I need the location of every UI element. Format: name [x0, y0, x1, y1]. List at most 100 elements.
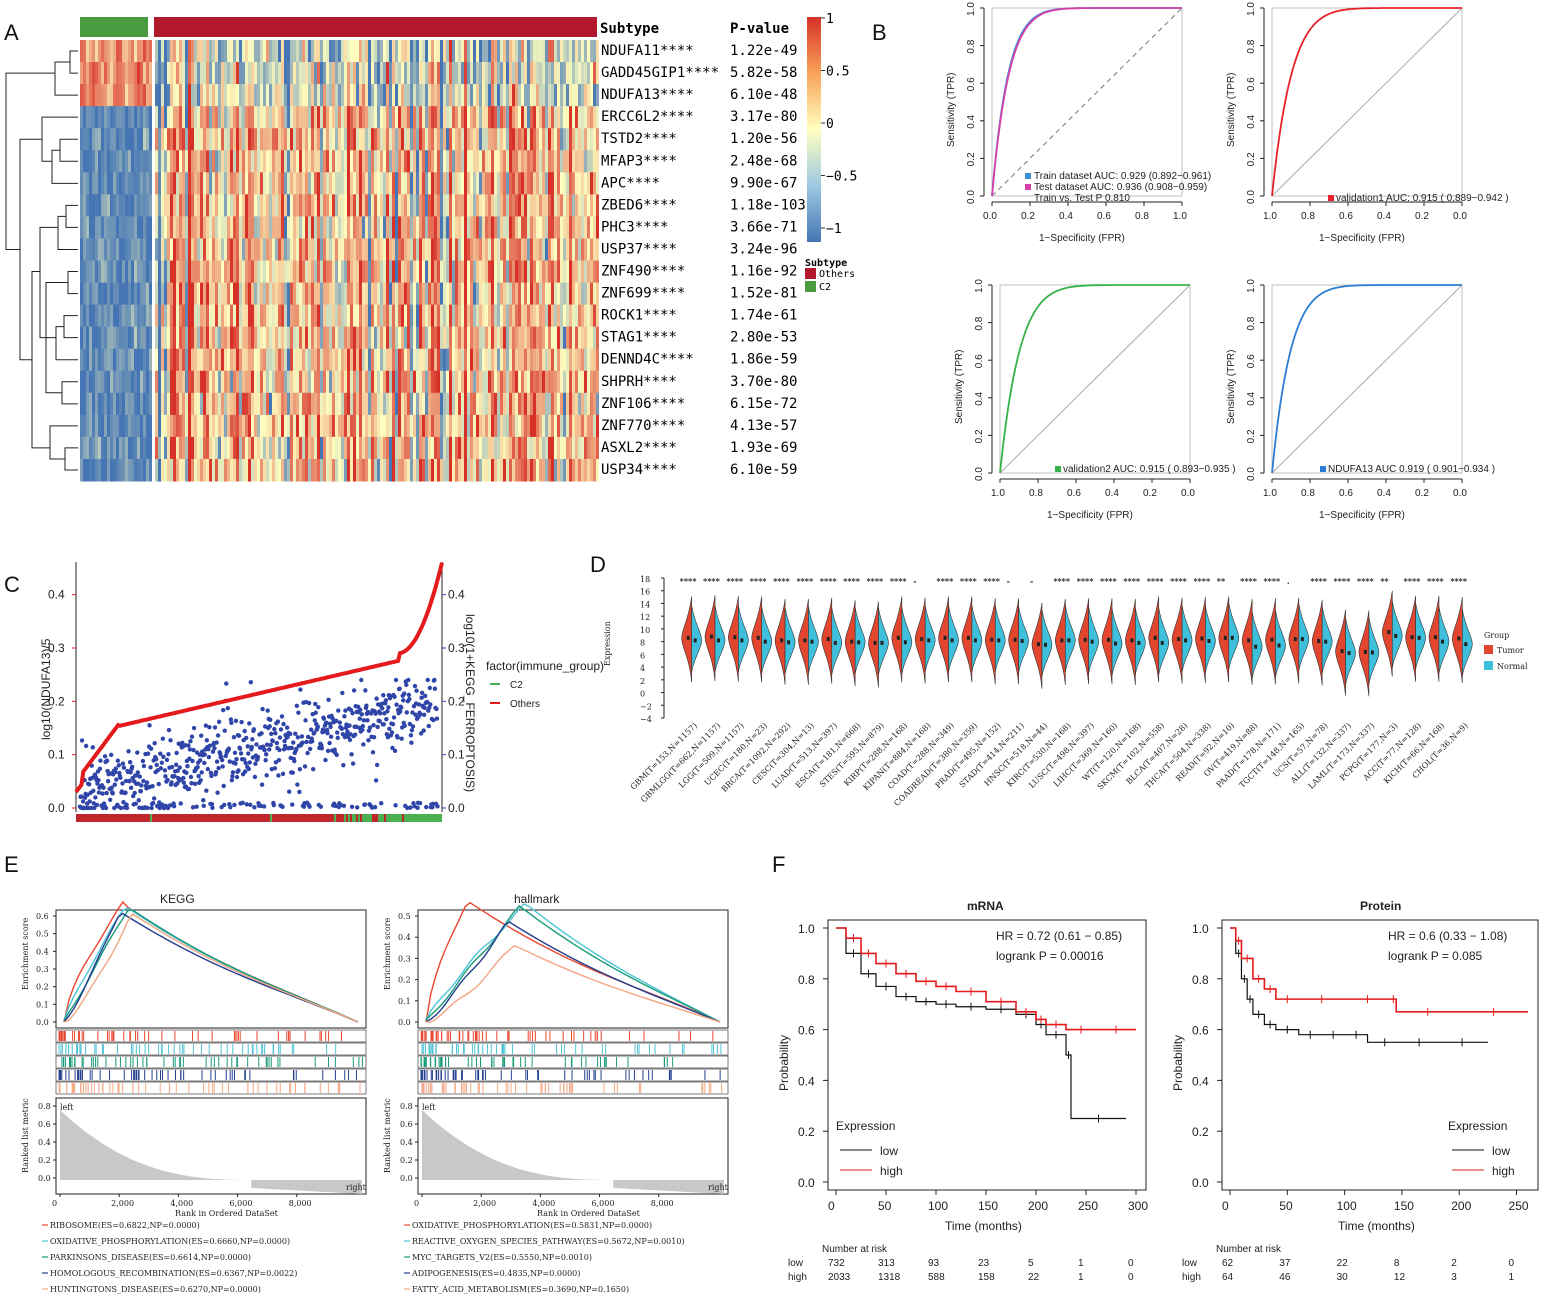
heatmap-cell [308, 392, 311, 416]
heatmap-cell [581, 282, 584, 306]
heatmap-cell [89, 62, 92, 85]
gene-pvalue: 6.10e-48 [730, 87, 797, 103]
heatmap-cell [227, 84, 230, 107]
heatmap-cell [593, 172, 596, 195]
d-box-tumor [920, 637, 924, 642]
heatmap-cell [575, 238, 578, 261]
c-point [164, 757, 170, 763]
heatmap-cell [347, 216, 350, 239]
heatmap-cell [191, 370, 194, 394]
heatmap-cell [278, 216, 281, 239]
heatmap-cell [356, 458, 359, 482]
heatmap-cell [296, 392, 299, 416]
heatmap-cell [356, 62, 359, 85]
heatmap-cell [419, 84, 422, 107]
heatmap-cell [548, 40, 551, 63]
heatmap-cell [422, 436, 425, 460]
heatmap-cell [452, 414, 455, 438]
heatmap-cell [182, 128, 185, 151]
heatmap-cell [434, 260, 437, 284]
heatmap-cell [113, 414, 116, 438]
heatmap-cell [179, 172, 182, 195]
heatmap-cell [533, 304, 536, 328]
heatmap-cell [527, 216, 530, 239]
heatmap-cell [122, 436, 125, 460]
c-point [144, 780, 150, 785]
heatmap-cell [410, 194, 413, 217]
heatmap-cell [203, 40, 206, 63]
d-box-normal [717, 638, 721, 643]
heatmap-cell [227, 304, 230, 328]
heatmap-cell [146, 414, 149, 438]
c-group-bar [398, 814, 400, 822]
c-point [230, 773, 235, 779]
heatmap-cell [179, 106, 182, 129]
gene-pvalue: 4.13e-57 [730, 418, 797, 434]
c-point [421, 712, 427, 717]
c-point [312, 718, 317, 723]
heatmap-cell [341, 304, 344, 328]
heatmap-cell [434, 282, 437, 306]
heatmap-cell [290, 172, 293, 195]
heatmap-cell [260, 392, 263, 416]
heatmap-cell [443, 458, 446, 482]
c-point [363, 688, 368, 693]
heatmap-cell [326, 106, 329, 129]
heatmap-cell [404, 370, 407, 394]
heatmap-cell [434, 414, 437, 438]
heatmap-cell [263, 458, 266, 482]
c-point [406, 677, 411, 683]
heatmap-cell [224, 370, 227, 394]
heatmap-cell [515, 194, 518, 217]
heatmap-cell [194, 216, 197, 239]
heatmap-cell [101, 282, 104, 306]
heatmap-cell [341, 84, 344, 107]
heatmap-cell [230, 326, 233, 350]
heatmap-cell [323, 326, 326, 350]
heatmap-cell [137, 172, 140, 195]
roc-curve [1271, 7, 1462, 197]
heatmap-cell [458, 326, 461, 350]
gsea-y-tick-label: 0.4 [36, 947, 49, 956]
heatmap-cell [98, 238, 101, 261]
c-group-bar [290, 814, 292, 822]
roc-y-tick-label: 0.8 [974, 316, 985, 330]
heatmap-cell [158, 414, 161, 438]
heatmap-cell [530, 304, 533, 328]
heatmap-cell [110, 172, 113, 195]
heatmap-cell [143, 458, 146, 482]
heatmap-cell [434, 326, 437, 350]
heatmap-cell [284, 304, 287, 328]
heatmap-cell [101, 40, 104, 63]
c-point [406, 692, 412, 698]
c-point [267, 724, 272, 729]
heatmap-cell [428, 84, 431, 107]
heatmap-cell [524, 392, 527, 416]
heatmap-cell [563, 172, 566, 195]
heatmap-cell [353, 128, 356, 151]
heatmap-cell [125, 326, 128, 350]
heatmap-cell [536, 128, 539, 151]
heatmap-cell [509, 194, 512, 217]
heatmap-cell [104, 238, 107, 261]
c-point [296, 710, 301, 715]
heatmap-cell [596, 304, 599, 328]
heatmap-cell [476, 172, 479, 195]
heatmap-cell [425, 194, 428, 217]
d-violin-tumor [1195, 597, 1206, 684]
heatmap-cell [365, 348, 368, 372]
heatmap-cell [494, 40, 497, 63]
heatmap-cell [206, 238, 209, 261]
heatmap-cell [230, 370, 233, 394]
heatmap-cell [371, 436, 374, 460]
heatmap-cell [401, 370, 404, 394]
roc-x-tick-label: 0.4 [1377, 488, 1391, 499]
heatmap-cell [539, 238, 542, 261]
heatmap-cell [284, 392, 287, 416]
c-group-bar [288, 814, 290, 822]
heatmap-cell [431, 392, 434, 416]
gene-label: ROCK1**** [601, 308, 677, 324]
c-group-bar [294, 814, 296, 822]
heatmap-cell [422, 282, 425, 306]
heatmap-cell [557, 150, 560, 173]
